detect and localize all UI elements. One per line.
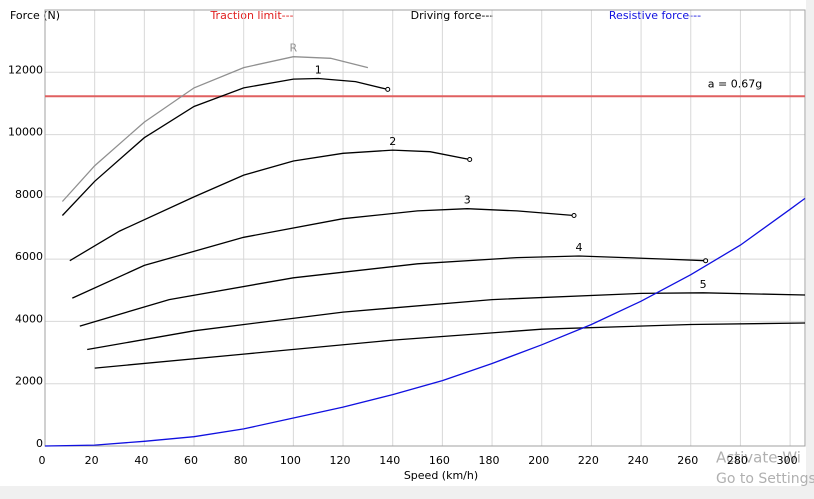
end-marker [467,156,473,162]
x-tick-label: 300 [777,454,798,467]
series-line [61,56,369,202]
series-line [87,292,806,351]
x-tick-label: 0 [39,454,46,467]
curve-label: 5 [700,278,707,291]
x-tick-label: 80 [234,454,248,467]
curve-label: 3 [464,194,471,207]
plot-border [44,9,806,447]
series-line [69,149,470,262]
series-line [94,322,806,369]
x-tick-label: 120 [330,454,351,467]
x-tick-label: 140 [379,454,400,467]
y-tick-label: 2000 [15,375,43,388]
end-marker [571,213,577,219]
x-tick-label: 200 [528,454,549,467]
x-tick-label: 40 [134,454,148,467]
curve-label: 2 [389,135,396,148]
y-axis-label: Force (N) [10,9,60,22]
x-tick-label: 20 [85,454,99,467]
x-tick-label: 260 [677,454,698,467]
end-marker [703,258,709,264]
series-line [44,197,806,447]
chart-background [0,0,806,486]
y-tick-label: 6000 [15,250,43,263]
annotation: a = 0.67g [708,77,762,90]
curve-label: 1 [315,64,322,77]
series-line [79,255,706,327]
x-tick-label: 180 [479,454,500,467]
y-tick-label: 4000 [15,312,43,325]
series-line [61,77,388,216]
x-tick-label: 160 [429,454,450,467]
x-tick-label: 60 [184,454,198,467]
watermark: Activate Wi [716,449,801,467]
watermark: Go to Settings [716,471,814,487]
y-tick-label: 10000 [8,126,43,139]
curve-label: R [290,42,298,55]
x-tick-label: 280 [727,454,748,467]
x-tick-label: 220 [578,454,599,467]
x-axis-label: Speed (km/h) [404,469,478,482]
series-line [72,208,575,299]
end-marker [385,86,391,92]
y-tick-label: 12000 [8,63,43,76]
legend-entry: Resistive force--- [609,9,701,22]
legend-entry: Driving force--- [411,9,494,22]
y-tick-label: 8000 [15,188,43,201]
x-tick-label: 240 [628,454,649,467]
y-tick-label: 0 [36,437,43,450]
x-tick-label: 100 [280,454,301,467]
curve-label: 4 [575,241,582,254]
legend-entry: Traction limit--- [209,9,293,22]
